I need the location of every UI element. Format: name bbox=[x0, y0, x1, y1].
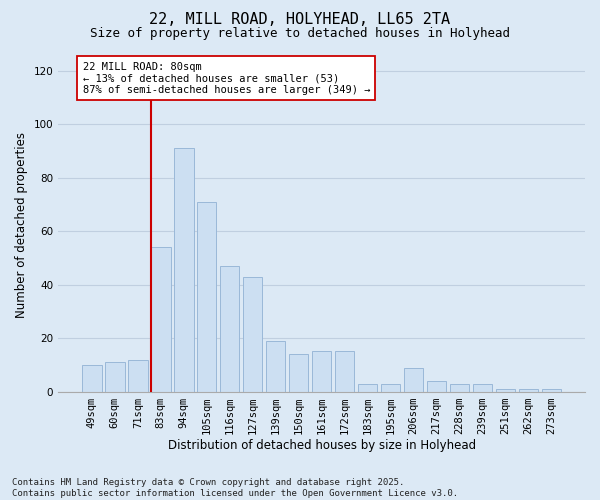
Text: 22 MILL ROAD: 80sqm
← 13% of detached houses are smaller (53)
87% of semi-detach: 22 MILL ROAD: 80sqm ← 13% of detached ho… bbox=[83, 62, 370, 94]
Bar bbox=[128, 360, 148, 392]
Y-axis label: Number of detached properties: Number of detached properties bbox=[15, 132, 28, 318]
Bar bbox=[335, 352, 355, 392]
Bar bbox=[220, 266, 239, 392]
Bar bbox=[197, 202, 217, 392]
Bar bbox=[427, 381, 446, 392]
Bar bbox=[105, 362, 125, 392]
Bar bbox=[496, 389, 515, 392]
Bar bbox=[542, 389, 561, 392]
Bar bbox=[358, 384, 377, 392]
Bar bbox=[404, 368, 423, 392]
Bar bbox=[449, 384, 469, 392]
Bar bbox=[174, 148, 194, 392]
Bar bbox=[381, 384, 400, 392]
X-axis label: Distribution of detached houses by size in Holyhead: Distribution of detached houses by size … bbox=[167, 440, 476, 452]
Bar bbox=[312, 352, 331, 392]
Bar bbox=[473, 384, 492, 392]
Text: Size of property relative to detached houses in Holyhead: Size of property relative to detached ho… bbox=[90, 27, 510, 40]
Bar bbox=[151, 248, 170, 392]
Text: Contains HM Land Registry data © Crown copyright and database right 2025.
Contai: Contains HM Land Registry data © Crown c… bbox=[12, 478, 458, 498]
Bar bbox=[289, 354, 308, 392]
Bar bbox=[82, 365, 101, 392]
Bar bbox=[243, 276, 262, 392]
Bar bbox=[518, 389, 538, 392]
Text: 22, MILL ROAD, HOLYHEAD, LL65 2TA: 22, MILL ROAD, HOLYHEAD, LL65 2TA bbox=[149, 12, 451, 26]
Bar bbox=[266, 341, 286, 392]
